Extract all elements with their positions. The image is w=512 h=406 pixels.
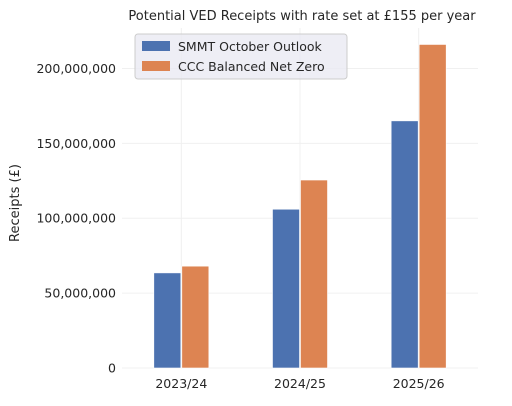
y-tick-label: 0 <box>108 361 116 376</box>
y-tick-label: 50,000,000 <box>44 286 116 301</box>
y-tick-label: 150,000,000 <box>36 136 116 151</box>
y-tick-label: 200,000,000 <box>36 61 116 76</box>
chart-title: Potential VED Receipts with rate set at … <box>128 9 476 24</box>
legend-label-smmt-october-outlook: SMMT October Outlook <box>178 39 323 54</box>
bar-ccc-balanced-net-zero-2024-25 <box>300 179 328 369</box>
x-axis-ticks: 2023/24 2024/25 2025/26 <box>155 376 444 391</box>
x-tick-label: 2023/24 <box>155 376 207 391</box>
bar-smmt-october-outlook-2025-26 <box>390 120 419 369</box>
legend-swatch-ccc-balanced-net-zero <box>142 61 170 71</box>
legend-label-ccc-balanced-net-zero: CCC Balanced Net Zero <box>178 59 325 74</box>
legend-swatch-smmt-october-outlook <box>142 41 170 51</box>
bar-ccc-balanced-net-zero-2023-24 <box>181 265 210 369</box>
y-axis-label: Receipts (£) <box>8 164 23 242</box>
y-tick-label: 100,000,000 <box>36 211 116 226</box>
bar-smmt-october-outlook-2023-24 <box>153 272 182 369</box>
x-tick-label: 2024/25 <box>274 376 326 391</box>
legend-frame <box>134 33 348 80</box>
legend: SMMT October Outlook CCC Balanced Net Ze… <box>134 33 348 80</box>
bars <box>153 44 447 369</box>
y-axis-ticks: 0 50,000,000 100,000,000 150,000,000 200,000… <box>36 61 116 376</box>
bar-ccc-balanced-net-zero-2025-26 <box>418 44 447 369</box>
bar-smmt-october-outlook-2024-25 <box>272 208 300 369</box>
x-tick-label: 2025/26 <box>393 376 445 391</box>
